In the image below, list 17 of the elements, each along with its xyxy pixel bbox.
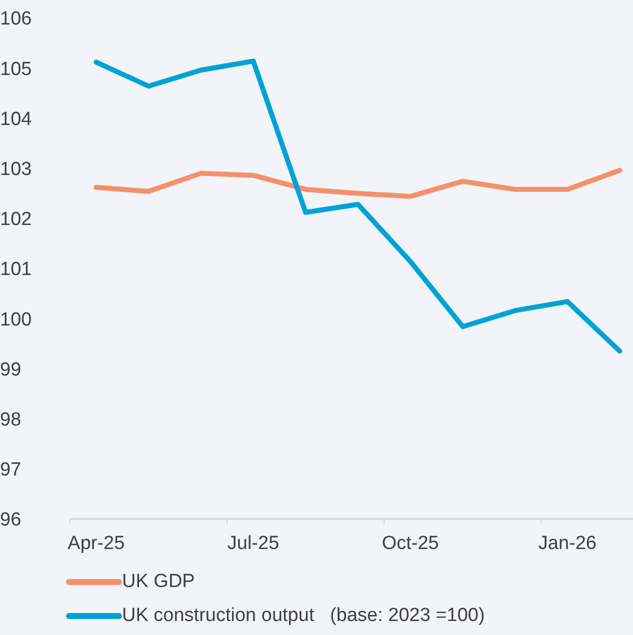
y-tick-label: 106 xyxy=(0,8,32,30)
x-tick-label: Apr-25 xyxy=(68,533,125,554)
y-tick-label: 101 xyxy=(0,259,32,280)
y-tick-label: 98 xyxy=(0,410,22,431)
y-tick-label: 96 xyxy=(0,510,22,531)
y-tick-label: 100 xyxy=(0,309,32,330)
x-tick-label: Jan-26 xyxy=(538,533,597,554)
y-tick-label: 99 xyxy=(0,359,22,380)
y-tick-label: 105 xyxy=(0,58,32,80)
y-tick-label: 97 xyxy=(0,460,22,481)
y-tick-label: 103 xyxy=(0,159,32,180)
legend-label: UK GDP xyxy=(122,571,195,593)
y-tick-label: 102 xyxy=(0,209,32,230)
x-tick-label: Oct-25 xyxy=(382,533,439,554)
y-tick-label: 104 xyxy=(0,108,32,130)
legend-label: UK construction output (base: 2023 =100) xyxy=(122,605,485,627)
x-tick-label: Jul-25 xyxy=(227,533,280,554)
